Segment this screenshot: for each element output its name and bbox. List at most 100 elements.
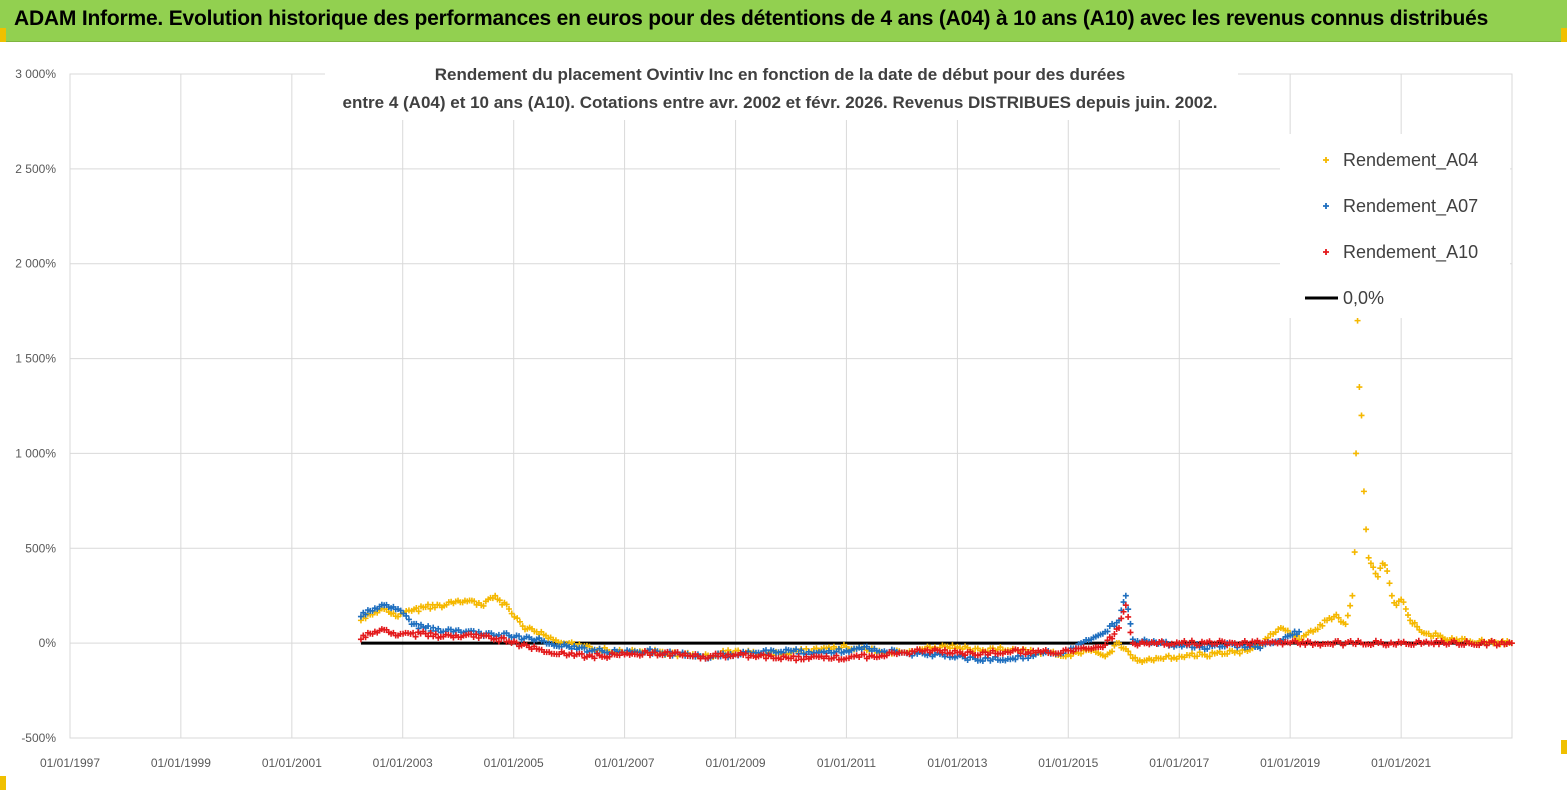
data-point — [1481, 638, 1488, 645]
data-point — [591, 646, 598, 653]
data-point — [1363, 526, 1370, 533]
data-point — [1353, 450, 1360, 457]
y-tick-label: -500% — [21, 731, 56, 745]
data-point — [1354, 317, 1361, 324]
data-point — [1377, 565, 1384, 572]
data-point — [519, 623, 526, 630]
data-point — [362, 611, 369, 618]
data-point — [1360, 488, 1367, 495]
data-point — [1214, 640, 1221, 647]
data-point — [763, 655, 770, 662]
data-point — [1109, 648, 1116, 655]
data-point — [578, 650, 585, 657]
data-point — [413, 620, 420, 627]
data-point — [651, 649, 658, 656]
data-point — [470, 628, 477, 635]
data-point — [1407, 617, 1414, 624]
data-point — [790, 653, 797, 660]
data-point — [1236, 650, 1243, 657]
data-point — [1120, 599, 1127, 606]
data-point — [1181, 638, 1188, 645]
data-point — [1491, 639, 1498, 646]
data-point — [1314, 626, 1321, 633]
data-point — [1402, 605, 1409, 612]
data-point — [1430, 641, 1437, 648]
data-point — [798, 647, 805, 654]
data-point — [1012, 656, 1019, 663]
data-point — [1483, 642, 1490, 649]
data-point — [1319, 622, 1326, 629]
data-point — [906, 651, 913, 658]
x-tick-label: 01/01/2021 — [1371, 756, 1431, 770]
legend-label: Rendement_A10 — [1343, 242, 1478, 263]
data-point — [1365, 554, 1372, 561]
data-point — [1370, 641, 1377, 648]
data-point — [1165, 652, 1172, 659]
data-point — [949, 642, 956, 649]
data-point — [979, 658, 986, 665]
legend: Rendement_A04 Rendement_A07 Rendement_A10 0… — [1280, 134, 1510, 318]
y-tick-label: 1 500% — [15, 352, 56, 366]
data-point — [412, 633, 419, 640]
data-point — [496, 597, 503, 604]
data-point — [397, 607, 404, 614]
data-point — [1347, 602, 1354, 609]
data-point — [962, 652, 969, 659]
data-point — [1122, 602, 1129, 609]
data-point — [1017, 650, 1024, 657]
data-point — [415, 608, 422, 615]
x-tick-label: 01/01/2003 — [373, 756, 433, 770]
data-point — [1372, 570, 1379, 577]
data-point — [495, 638, 502, 645]
data-point — [1194, 653, 1201, 660]
data-point — [516, 618, 523, 625]
data-point — [471, 598, 478, 605]
x-tick-label: 01/01/2017 — [1149, 756, 1209, 770]
legend-label: 0,0% — [1343, 288, 1384, 308]
series-Rendement_A10 — [357, 602, 1515, 664]
data-point — [1246, 642, 1253, 649]
data-point — [1349, 592, 1356, 599]
data-point — [1118, 615, 1125, 622]
data-point — [1415, 637, 1422, 644]
data-point — [1102, 642, 1109, 649]
legend-background — [1280, 134, 1510, 318]
series-Rendement_A04 — [357, 317, 1515, 665]
data-point — [1388, 592, 1395, 599]
y-tick-label: 2 000% — [15, 257, 56, 271]
banner-title: ADAM Informe. Evolution historique des p… — [14, 7, 1489, 30]
legend-item: Rendement_A04 — [1323, 150, 1478, 171]
data-point — [1352, 641, 1359, 648]
legend-marker — [1323, 157, 1329, 163]
data-point — [357, 613, 364, 620]
data-point — [1344, 612, 1351, 619]
legend-marker — [1323, 203, 1329, 209]
data-point — [591, 655, 598, 662]
legend-label: Rendement_A04 — [1343, 150, 1478, 171]
data-point — [664, 648, 671, 655]
data-point — [1104, 637, 1111, 644]
data-point — [1127, 651, 1134, 658]
data-point — [639, 651, 646, 658]
data-point — [390, 610, 397, 617]
data-point — [1381, 562, 1388, 569]
chart-title-line2: entre 4 (A04) et 10 ans (A10). Cotations… — [343, 93, 1218, 112]
data-point — [427, 629, 434, 636]
data-point — [1020, 655, 1027, 662]
chart-title-area: Rendement du placement Ovintiv Inc en fo… — [325, 58, 1238, 120]
data-point — [1508, 640, 1515, 647]
data-point — [606, 653, 613, 660]
x-tick-label: 01/01/1997 — [40, 756, 100, 770]
data-point — [500, 634, 507, 641]
data-point — [435, 625, 442, 632]
data-point — [1132, 654, 1139, 661]
data-point — [425, 633, 432, 640]
data-point — [1125, 613, 1132, 620]
corner-marker — [1561, 28, 1567, 42]
data-point — [492, 592, 499, 599]
y-tick-label: 3 000% — [15, 67, 56, 81]
data-point — [941, 646, 948, 653]
x-tick-label: 01/01/2015 — [1038, 756, 1098, 770]
data-point — [722, 654, 729, 661]
y-tick-label: 500% — [25, 541, 56, 555]
